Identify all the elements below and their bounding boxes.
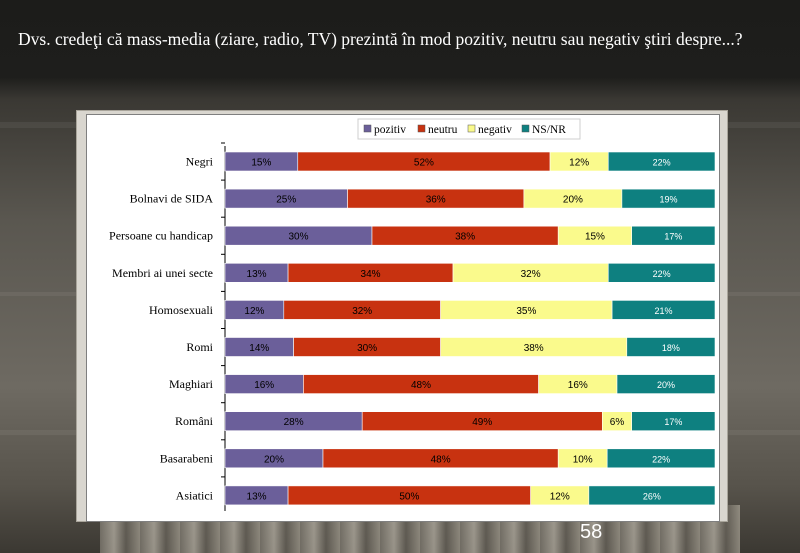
data-label: 14% xyxy=(249,343,269,354)
bar-segment-ns-nr xyxy=(607,262,716,283)
data-label: 36% xyxy=(426,195,446,206)
legend-swatch xyxy=(363,124,372,133)
data-label: 22% xyxy=(653,158,671,168)
category-label: Membri ai unei secte xyxy=(112,266,213,280)
legend-label: pozitiv xyxy=(374,124,406,136)
category-axis: Negri Bolnavi de SIDA Persoane cu handicap… xyxy=(109,142,226,511)
legend-label: neutru xyxy=(428,124,458,136)
data-label: 26% xyxy=(643,491,661,501)
data-label: 38% xyxy=(455,232,475,243)
data-label: 16% xyxy=(568,380,588,391)
data-label: 20% xyxy=(657,380,675,390)
chart-bars: 15% 52% 12% 22% 25% 36% 20% 19% 30% 38% 15% 17% 13% 3… xyxy=(224,151,716,506)
legend-swatch xyxy=(467,124,476,133)
data-label: 16% xyxy=(254,380,274,391)
data-label: 22% xyxy=(653,269,671,279)
category-label: Asiatici xyxy=(176,488,214,502)
data-label: 34% xyxy=(361,269,381,280)
data-label: 48% xyxy=(431,454,451,465)
legend-label: NS/NR xyxy=(532,124,566,136)
data-label: 25% xyxy=(276,195,296,206)
category-label: Bolnavi de SIDA xyxy=(130,192,214,206)
data-label: 17% xyxy=(664,417,682,427)
data-label: 13% xyxy=(247,269,267,280)
data-label: 32% xyxy=(521,269,541,280)
bar-segment-ns-nr xyxy=(606,448,716,469)
category-label: Negri xyxy=(186,155,214,169)
data-label: 15% xyxy=(251,158,271,169)
data-label: 19% xyxy=(659,195,677,205)
data-label: 6% xyxy=(610,417,625,428)
data-label: 52% xyxy=(414,158,434,169)
data-label: 22% xyxy=(652,454,670,464)
data-label: 12% xyxy=(569,158,589,169)
data-label: 38% xyxy=(524,343,544,354)
bar-segment-ns-nr xyxy=(611,300,716,320)
category-label: Persoane cu handicap xyxy=(109,229,213,243)
page-number: 58 xyxy=(580,521,603,543)
chart-legend: pozitiv neutru negativ NS/NR xyxy=(357,118,581,140)
data-label: 15% xyxy=(585,232,605,243)
category-label: Homosexuali xyxy=(149,303,214,317)
legend-swatch xyxy=(417,124,426,133)
category-label: Români xyxy=(175,414,214,428)
data-label: 17% xyxy=(664,232,682,242)
category-label: Basarabeni xyxy=(160,451,214,465)
bar-segment-ns-nr xyxy=(616,374,716,394)
bar-segment-ns-nr xyxy=(631,225,716,246)
data-label: 49% xyxy=(472,417,492,428)
data-label: 12% xyxy=(550,491,570,502)
data-label: 12% xyxy=(244,306,264,317)
bar-segment-ns-nr xyxy=(607,151,716,172)
category-label: Maghiari xyxy=(169,377,214,391)
data-label: 35% xyxy=(516,306,536,317)
data-label: 20% xyxy=(563,195,583,206)
data-label: 30% xyxy=(357,343,377,354)
data-label: 50% xyxy=(399,491,419,502)
category-label: Romi xyxy=(186,340,213,354)
data-label: 20% xyxy=(264,454,284,465)
data-label: 48% xyxy=(411,380,431,391)
bar-segment-ns-nr xyxy=(621,188,716,209)
data-label: 10% xyxy=(573,454,593,465)
data-label: 32% xyxy=(352,306,372,317)
data-label: 28% xyxy=(284,417,304,428)
slide-title: Dvs. credeţi că mass-media (ziare, radio… xyxy=(18,29,743,49)
legend-label: negativ xyxy=(478,124,512,136)
data-label: 13% xyxy=(247,491,267,502)
bar-segment-ns-nr xyxy=(631,411,716,432)
data-label: 18% xyxy=(662,343,680,353)
legend-swatch xyxy=(521,124,530,133)
bar-segment-ns-nr xyxy=(626,337,716,357)
bar-segment-ns-nr xyxy=(588,485,716,506)
data-label: 30% xyxy=(288,232,308,243)
data-label: 21% xyxy=(655,306,673,316)
